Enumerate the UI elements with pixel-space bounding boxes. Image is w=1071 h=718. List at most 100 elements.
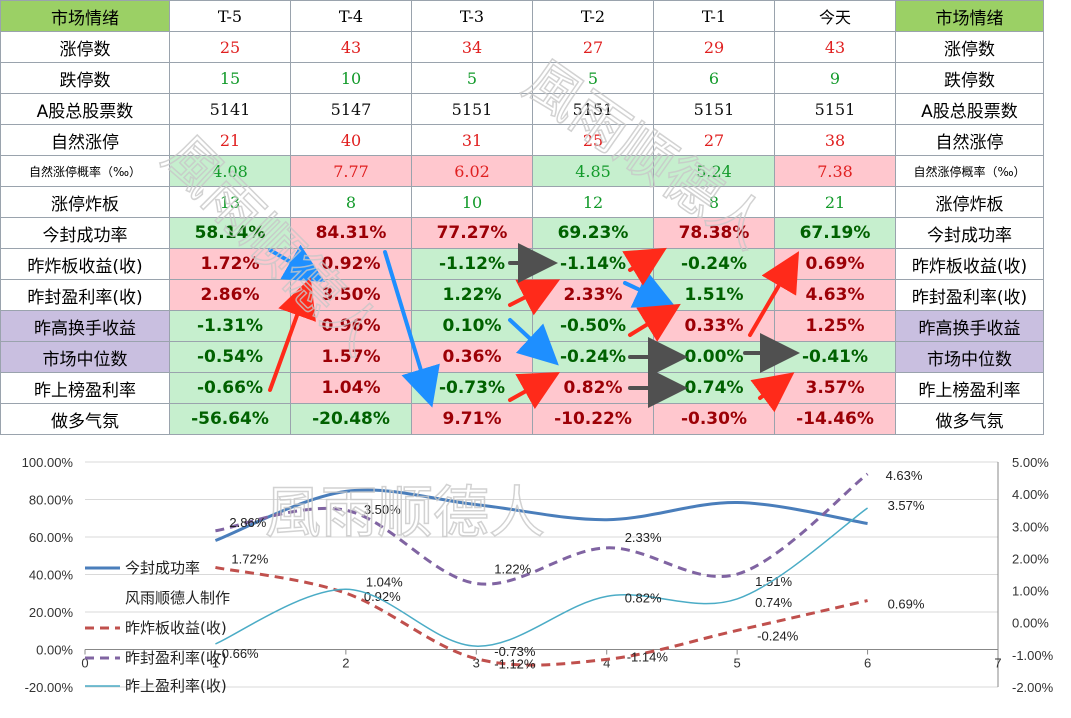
row-label-right[interactable]: 自然涨停	[895, 124, 1044, 156]
table-cell[interactable]: -0.50%	[532, 310, 654, 342]
row-label-right[interactable]: 昨高换手收益	[895, 310, 1044, 342]
table-cell[interactable]: 0.82%	[532, 372, 654, 404]
table-cell[interactable]: 29	[653, 31, 775, 63]
row-label[interactable]: A股总股票数	[0, 93, 170, 125]
table-cell[interactable]: 3.57%	[774, 372, 896, 404]
table-cell[interactable]: 0.74%	[653, 372, 775, 404]
table-cell[interactable]: 1.04%	[290, 372, 412, 404]
column-header[interactable]: T-3	[411, 0, 533, 32]
table-cell[interactable]: 1.25%	[774, 310, 896, 342]
table-cell[interactable]: 1.57%	[290, 341, 412, 373]
row-label-right[interactable]: 涨停数	[895, 31, 1044, 63]
table-cell[interactable]: 0.36%	[411, 341, 533, 373]
table-cell[interactable]: 5151	[653, 93, 775, 125]
table-cell[interactable]: -1.31%	[169, 310, 291, 342]
table-cell[interactable]: 5147	[290, 93, 412, 125]
table-cell[interactable]: 0.92%	[290, 248, 412, 280]
column-header[interactable]: 市场情绪	[0, 0, 170, 32]
table-cell[interactable]: 8	[290, 186, 412, 218]
column-header[interactable]: 今天	[774, 0, 896, 32]
table-cell[interactable]: 5151	[532, 93, 654, 125]
row-label[interactable]: 昨炸板收益(收)	[0, 248, 170, 280]
table-cell[interactable]: 12	[532, 186, 654, 218]
row-label[interactable]: 昨上榜盈利率	[0, 372, 170, 404]
table-cell[interactable]: -0.41%	[774, 341, 896, 373]
table-cell[interactable]: 15	[169, 62, 291, 94]
table-cell[interactable]: 3.50%	[290, 279, 412, 311]
table-cell[interactable]: -0.24%	[653, 248, 775, 280]
table-cell[interactable]: -20.48%	[290, 403, 412, 435]
row-label[interactable]: 昨封盈利率(收)	[0, 279, 170, 311]
column-header[interactable]: T-4	[290, 0, 412, 32]
table-cell[interactable]: 5.24	[653, 155, 775, 187]
table-cell[interactable]: 25	[532, 124, 654, 156]
table-cell[interactable]: 21	[774, 186, 896, 218]
table-cell[interactable]: -0.66%	[169, 372, 291, 404]
table-cell[interactable]: 10	[290, 62, 412, 94]
row-label-right[interactable]: 市场中位数	[895, 341, 1044, 373]
table-cell[interactable]: 0.10%	[411, 310, 533, 342]
table-cell[interactable]: 2.33%	[532, 279, 654, 311]
table-cell[interactable]: 4.63%	[774, 279, 896, 311]
table-cell[interactable]: 43	[290, 31, 412, 63]
table-cell[interactable]: -0.73%	[411, 372, 533, 404]
table-cell[interactable]: 40	[290, 124, 412, 156]
table-cell[interactable]: 31	[411, 124, 533, 156]
row-label[interactable]: 自然涨停概率（‰）	[0, 155, 170, 187]
table-cell[interactable]: 0.96%	[290, 310, 412, 342]
row-label-right[interactable]: 昨炸板收益(收)	[895, 248, 1044, 280]
table-cell[interactable]: 10	[411, 186, 533, 218]
table-cell[interactable]: 0.33%	[653, 310, 775, 342]
table-cell[interactable]: 34	[411, 31, 533, 63]
table-cell[interactable]: 77.27%	[411, 217, 533, 249]
table-cell[interactable]: -56.64%	[169, 403, 291, 435]
table-cell[interactable]: 5	[532, 62, 654, 94]
table-cell[interactable]: 1.51%	[653, 279, 775, 311]
table-cell[interactable]: 5141	[169, 93, 291, 125]
row-label-right[interactable]: 跌停数	[895, 62, 1044, 94]
table-cell[interactable]: 2.86%	[169, 279, 291, 311]
row-label-right[interactable]: 昨封盈利率(收)	[895, 279, 1044, 311]
table-cell[interactable]: -0.24%	[532, 341, 654, 373]
row-label-right[interactable]: 昨上榜盈利率	[895, 372, 1044, 404]
row-label-right[interactable]: A股总股票数	[895, 93, 1044, 125]
table-cell[interactable]: 67.19%	[774, 217, 896, 249]
row-label[interactable]: 今封成功率	[0, 217, 170, 249]
table-cell[interactable]: -10.22%	[532, 403, 654, 435]
row-label[interactable]: 跌停数	[0, 62, 170, 94]
table-cell[interactable]: 6.02	[411, 155, 533, 187]
row-label[interactable]: 涨停炸板	[0, 186, 170, 218]
table-cell[interactable]: 27	[532, 31, 654, 63]
column-header[interactable]: T-5	[169, 0, 291, 32]
row-label-right[interactable]: 自然涨停概率（‰）	[895, 155, 1044, 187]
table-cell[interactable]: 0.69%	[774, 248, 896, 280]
table-cell[interactable]: -0.54%	[169, 341, 291, 373]
table-cell[interactable]: 27	[653, 124, 775, 156]
table-cell[interactable]: -0.30%	[653, 403, 775, 435]
table-cell[interactable]: -14.46%	[774, 403, 896, 435]
table-cell[interactable]: -1.14%	[532, 248, 654, 280]
table-cell[interactable]: 4.08	[169, 155, 291, 187]
row-label[interactable]: 自然涨停	[0, 124, 170, 156]
table-cell[interactable]: 1.22%	[411, 279, 533, 311]
table-cell[interactable]: 7.38	[774, 155, 896, 187]
row-label[interactable]: 做多气氛	[0, 403, 170, 435]
table-cell[interactable]: 5151	[774, 93, 896, 125]
table-cell[interactable]: 4.85	[532, 155, 654, 187]
table-cell[interactable]: 21	[169, 124, 291, 156]
table-cell[interactable]: 6	[653, 62, 775, 94]
table-cell[interactable]: -1.12%	[411, 248, 533, 280]
row-label[interactable]: 昨高换手收益	[0, 310, 170, 342]
table-cell[interactable]: 84.31%	[290, 217, 412, 249]
table-cell[interactable]: 58.14%	[169, 217, 291, 249]
row-label-right[interactable]: 今封成功率	[895, 217, 1044, 249]
table-cell[interactable]: 13	[169, 186, 291, 218]
table-cell[interactable]: 8	[653, 186, 775, 218]
table-cell[interactable]: 38	[774, 124, 896, 156]
row-label[interactable]: 涨停数	[0, 31, 170, 63]
table-cell[interactable]: 69.23%	[532, 217, 654, 249]
table-cell[interactable]: 5	[411, 62, 533, 94]
row-label[interactable]: 市场中位数	[0, 341, 170, 373]
table-cell[interactable]: 7.77	[290, 155, 412, 187]
table-cell[interactable]: 25	[169, 31, 291, 63]
